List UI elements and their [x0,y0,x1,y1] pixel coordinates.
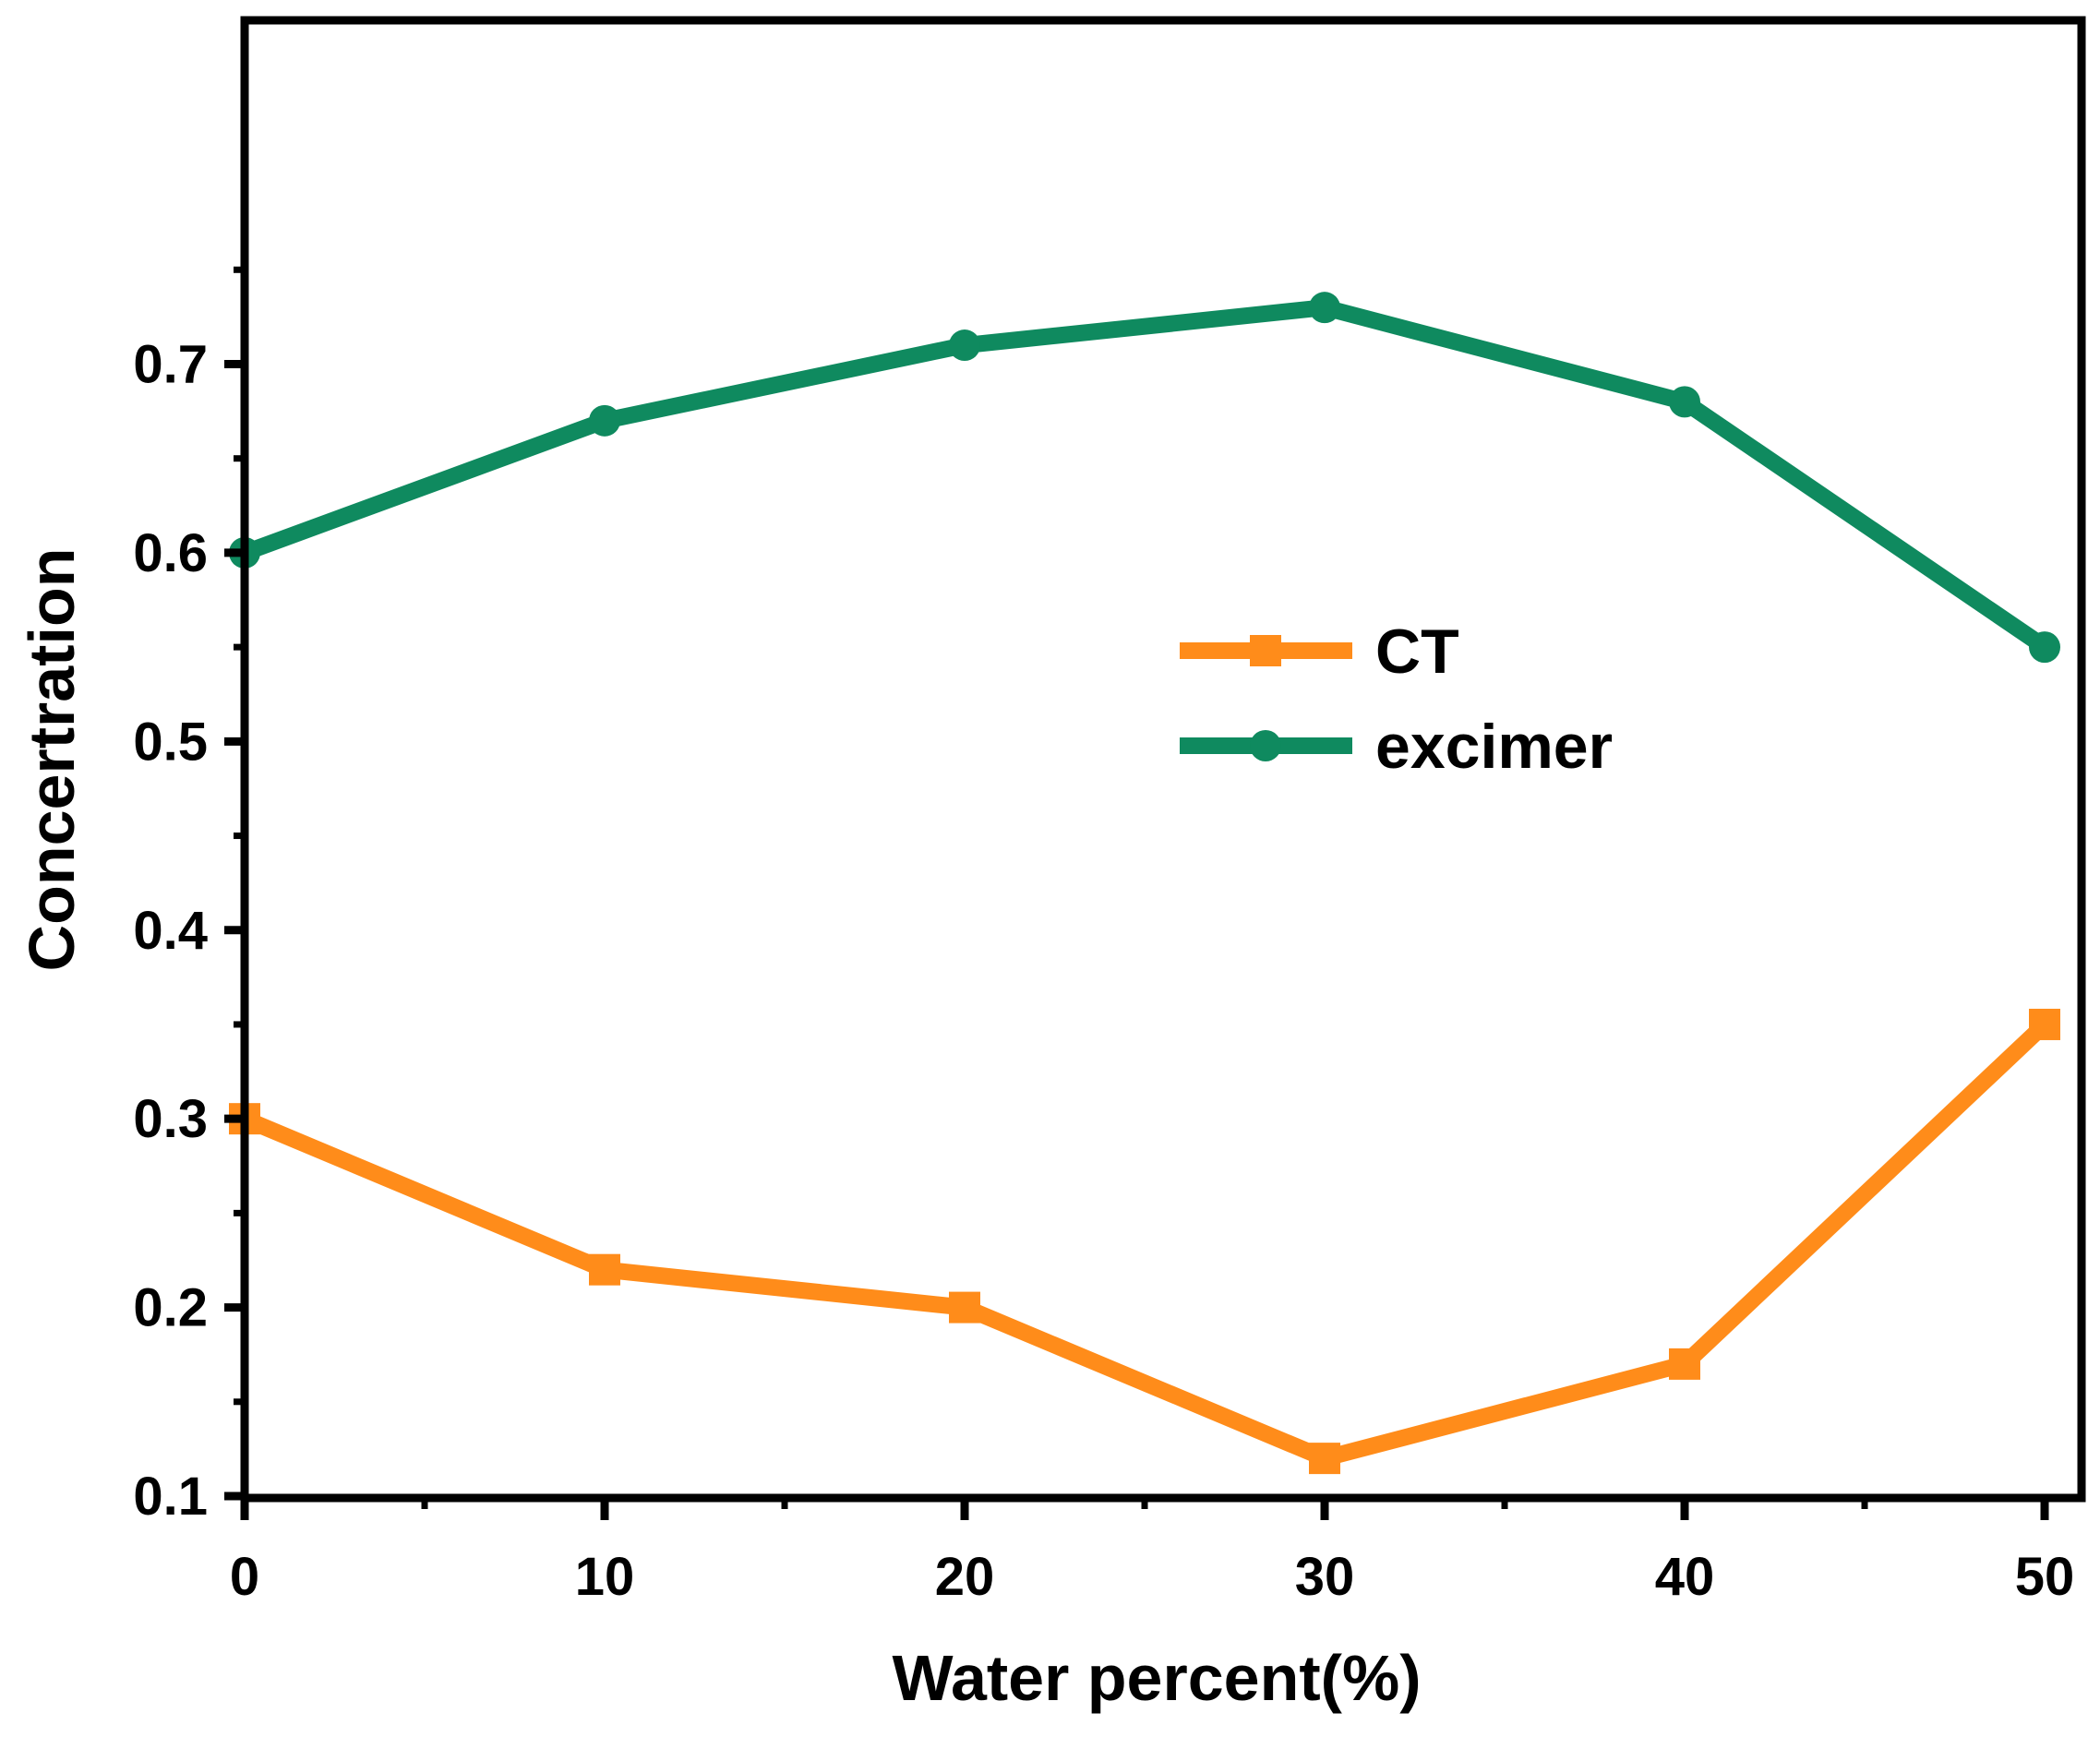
legend-marker-CT [1250,635,1281,666]
axes: 0 10 20 30 40 50 0.1 0.2 0.3 0.4 0.5 0.6 0.7 [133,16,2086,1607]
y-tick-label-0.7: 0.7 [133,335,208,395]
data-point-excimer-20 [949,329,980,362]
plot-area [229,292,2060,1475]
legend-label-excimer: excimer [1375,712,1613,782]
data-point-excimer-10 [589,404,620,437]
x-tick-label-10: 10 [575,1547,635,1607]
data-point-CT-50 [2029,1008,2060,1040]
legend-marker-excimer [1250,730,1281,761]
y-tick-label-0.4: 0.4 [133,901,208,961]
data-point-CT-30 [1309,1443,1340,1475]
series-line-CT [241,1018,2051,1467]
data-point-excimer-40 [1669,386,1700,418]
y-tick-label-0.6: 0.6 [133,523,208,583]
data-point-CT-40 [1669,1348,1700,1380]
data-point-excimer-50 [2029,631,2060,664]
series-line-excimer [241,299,2050,654]
data-point-CT-20 [949,1291,980,1324]
y-tick-label-0.2: 0.2 [133,1278,208,1338]
x-tick-label-20: 20 [935,1547,995,1607]
y-axis-title: Concertration [16,548,88,972]
data-point-CT-10 [589,1253,620,1286]
x-tick-label-50: 50 [2015,1547,2075,1607]
legend-label-CT: CT [1375,617,1459,687]
plot-frame [240,16,2086,1503]
x-tick-label-30: 30 [1295,1547,1355,1607]
y-tick-label-0.1: 0.1 [133,1467,208,1527]
y-tick-label-0.3: 0.3 [133,1089,208,1149]
x-tick-label-0: 0 [230,1547,259,1607]
x-axis-title: Water percent(%) [892,1642,1421,1714]
y-tick-label-0.5: 0.5 [133,712,208,772]
x-tick-label-40: 40 [1655,1547,1715,1607]
data-point-excimer-30 [1309,292,1340,324]
legend: CT excimer [1180,617,1613,782]
